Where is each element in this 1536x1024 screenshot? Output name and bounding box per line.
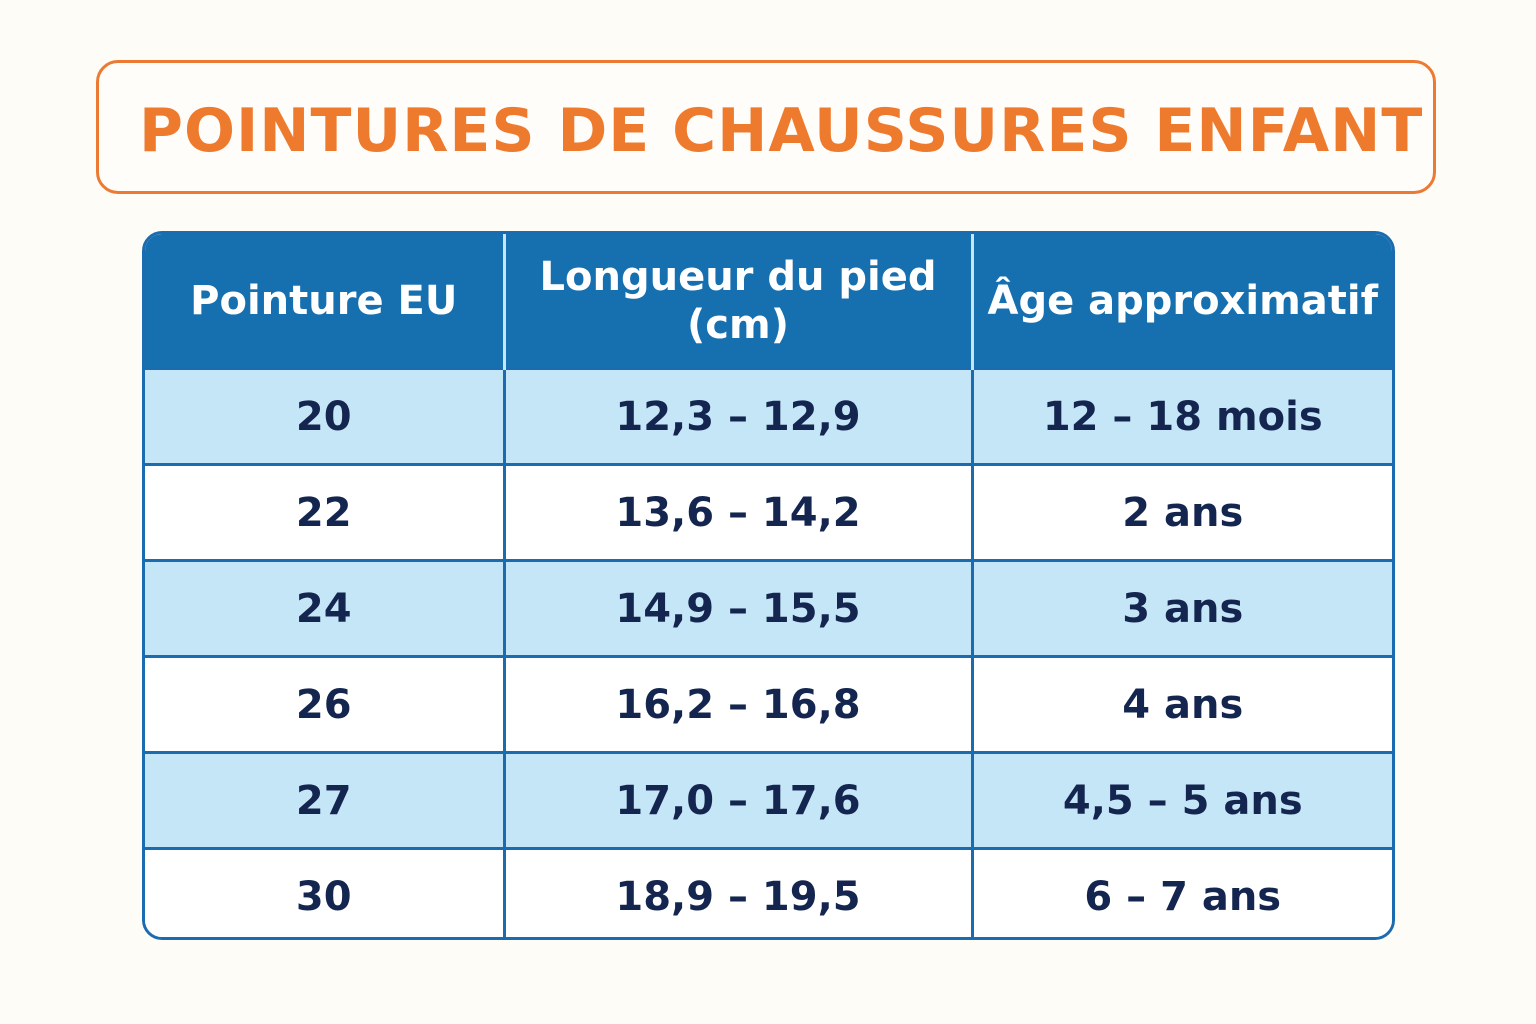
table-row: 24 14,9 – 15,5 3 ans: [145, 559, 1392, 657]
cell-eu-size: 22: [145, 463, 506, 561]
table-row: 26 16,2 – 16,8 4 ans: [145, 655, 1392, 753]
size-chart: Pointure EU Longueur du pied (cm) Âge ap…: [145, 234, 1392, 937]
table-header-row: Pointure EU Longueur du pied (cm) Âge ap…: [145, 234, 1392, 369]
cell-eu-size: 26: [145, 655, 506, 753]
table-row: 22 13,6 – 14,2 2 ans: [145, 463, 1392, 561]
header-approx-age: Âge approximatif: [972, 234, 1392, 369]
cell-approx-age: 12 – 18 mois: [972, 367, 1392, 465]
header-eu-size: Pointure EU: [145, 234, 506, 369]
cell-approx-age: 2 ans: [972, 463, 1392, 561]
cell-foot-length: 18,9 – 19,5: [504, 847, 974, 937]
page-title: POINTURES DE CHAUSSURES ENFANT: [139, 96, 1424, 166]
cell-approx-age: 4 ans: [972, 655, 1392, 753]
cell-approx-age: 4,5 – 5 ans: [972, 751, 1392, 849]
cell-approx-age: 6 – 7 ans: [972, 847, 1392, 937]
cell-approx-age: 3 ans: [972, 559, 1392, 657]
cell-eu-size: 27: [145, 751, 506, 849]
cell-eu-size: 30: [145, 847, 506, 937]
cell-foot-length: 14,9 – 15,5: [504, 559, 974, 657]
shoe-size-table: Pointure EU Longueur du pied (cm) Âge ap…: [142, 231, 1395, 940]
table-row: 30 18,9 – 19,5 6 – 7 ans: [145, 847, 1392, 937]
title-banner: POINTURES DE CHAUSSURES ENFANT: [96, 60, 1436, 194]
cell-eu-size: 24: [145, 559, 506, 657]
cell-foot-length: 12,3 – 12,9: [504, 367, 974, 465]
table-row: 20 12,3 – 12,9 12 – 18 mois: [145, 367, 1392, 465]
header-foot-length: Longueur du pied (cm): [504, 234, 974, 369]
cell-foot-length: 13,6 – 14,2: [504, 463, 974, 561]
cell-foot-length: 16,2 – 16,8: [504, 655, 974, 753]
cell-eu-size: 20: [145, 367, 506, 465]
table-row: 27 17,0 – 17,6 4,5 – 5 ans: [145, 751, 1392, 849]
cell-foot-length: 17,0 – 17,6: [504, 751, 974, 849]
